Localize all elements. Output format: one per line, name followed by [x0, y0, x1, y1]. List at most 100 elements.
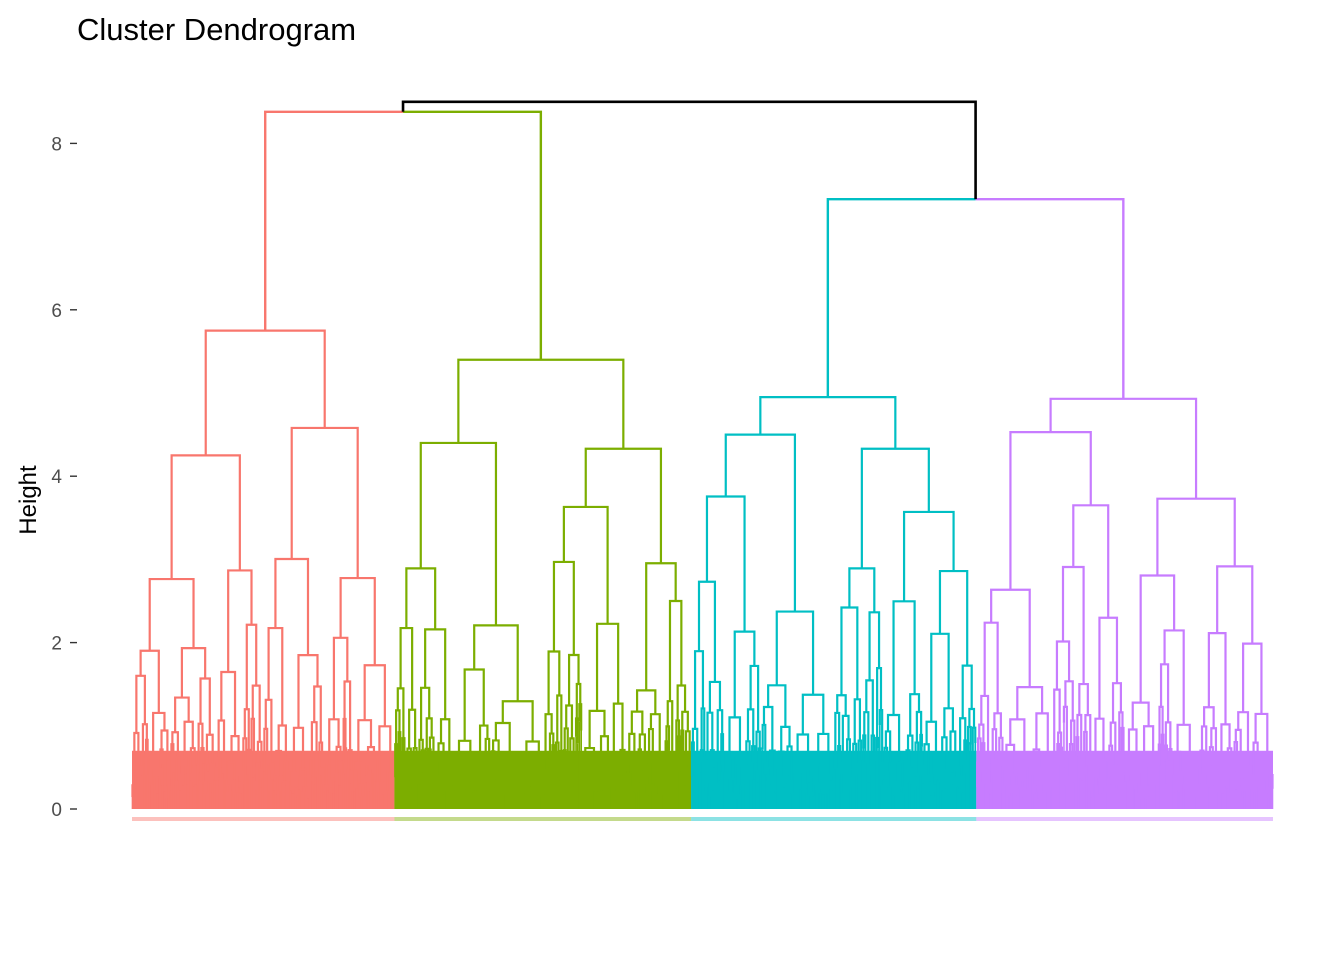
merge-link [197, 722, 204, 765]
merge-link [714, 782, 719, 791]
merge-link [724, 433, 797, 612]
merge-link [1140, 766, 1148, 787]
merge-link [949, 730, 957, 762]
merge-link [420, 749, 425, 773]
merge-link [1061, 565, 1085, 685]
merge-link [470, 776, 475, 793]
merge-link [1139, 574, 1176, 703]
merge-link [1103, 784, 1109, 794]
merge-link [255, 761, 261, 787]
leaf-label-strip [132, 817, 1273, 821]
merge-link [270, 761, 275, 780]
merge-link [593, 782, 598, 792]
merge-link [1201, 762, 1206, 777]
merge-link [866, 763, 871, 783]
merge-link [1142, 725, 1155, 768]
merge-link [1238, 770, 1244, 787]
merge-link [449, 776, 453, 792]
merge-link [221, 758, 227, 780]
merge-link [598, 762, 604, 781]
merge-link [1163, 744, 1168, 762]
merge-link [828, 779, 834, 791]
y-tick-label: 0 [51, 800, 62, 821]
merge-link [263, 727, 269, 772]
merge-link [943, 707, 954, 738]
merge-link [966, 725, 972, 745]
merge-link [1172, 777, 1178, 793]
merge-link [414, 759, 419, 782]
merge-link [218, 777, 223, 791]
merge-link [761, 723, 767, 763]
merge-link [478, 724, 489, 766]
merge-link [432, 777, 437, 795]
merge-link [1207, 632, 1227, 725]
merge-link [386, 770, 394, 792]
merge-link [595, 622, 620, 711]
merge-link [635, 689, 657, 715]
merge-link [968, 707, 976, 728]
y-tick-label: 2 [51, 634, 62, 655]
merge-link [294, 786, 299, 798]
merge-link [368, 786, 373, 797]
merge-link [527, 782, 534, 791]
merge-link [556, 694, 563, 751]
merge-link [677, 735, 681, 772]
merge-link [1203, 706, 1215, 729]
merge-link [870, 734, 876, 773]
merge-link [400, 771, 405, 785]
merge-link [1010, 784, 1015, 794]
merge-link [259, 767, 264, 788]
merge-link [404, 775, 409, 795]
merge-link [763, 761, 768, 775]
merge-link [922, 764, 927, 789]
merge-link [793, 772, 802, 793]
merge-link [736, 764, 744, 787]
merge-link [375, 781, 380, 793]
merge-link [1254, 712, 1269, 759]
merge-link [264, 698, 273, 753]
merge-link [681, 710, 689, 732]
merge-link [846, 738, 852, 775]
merge-link [243, 708, 250, 750]
merge-link [983, 621, 999, 714]
merge-link [633, 779, 638, 794]
y-tick-label: 8 [51, 134, 62, 155]
merge-link [680, 729, 685, 772]
merge-link [1131, 701, 1150, 730]
merge-link [299, 767, 307, 788]
merge-link [930, 632, 950, 722]
merge-link [1062, 705, 1068, 760]
merge-link [346, 768, 351, 782]
merge-link [971, 758, 975, 787]
merge-link [631, 785, 635, 792]
merge-link [1056, 743, 1061, 777]
merge-link [440, 780, 445, 795]
merge-link [868, 611, 881, 681]
merge-link [534, 786, 540, 796]
merge-link [1125, 766, 1133, 791]
merge-link [812, 781, 818, 797]
merge-link [1174, 784, 1179, 791]
merge-link [1049, 397, 1198, 499]
merge-link [991, 728, 998, 761]
merge-link [220, 670, 237, 737]
merge-link [775, 610, 815, 695]
merge-link [801, 693, 825, 735]
merge-link [1083, 730, 1088, 766]
merge-link [834, 711, 841, 755]
merge-link [647, 727, 654, 765]
merge-link [892, 600, 916, 715]
merge-link [619, 748, 626, 777]
merge-link [1132, 777, 1137, 789]
merge-link [1169, 759, 1174, 780]
merge-link [177, 772, 182, 791]
merge-link [928, 780, 932, 796]
merge-link [158, 766, 163, 786]
merge-link [148, 768, 153, 785]
merge-link [419, 441, 498, 626]
merge-link [214, 766, 219, 781]
merge-link [405, 760, 410, 777]
merge-link [554, 758, 558, 780]
merge-link [780, 725, 791, 752]
merge-link [394, 743, 399, 778]
